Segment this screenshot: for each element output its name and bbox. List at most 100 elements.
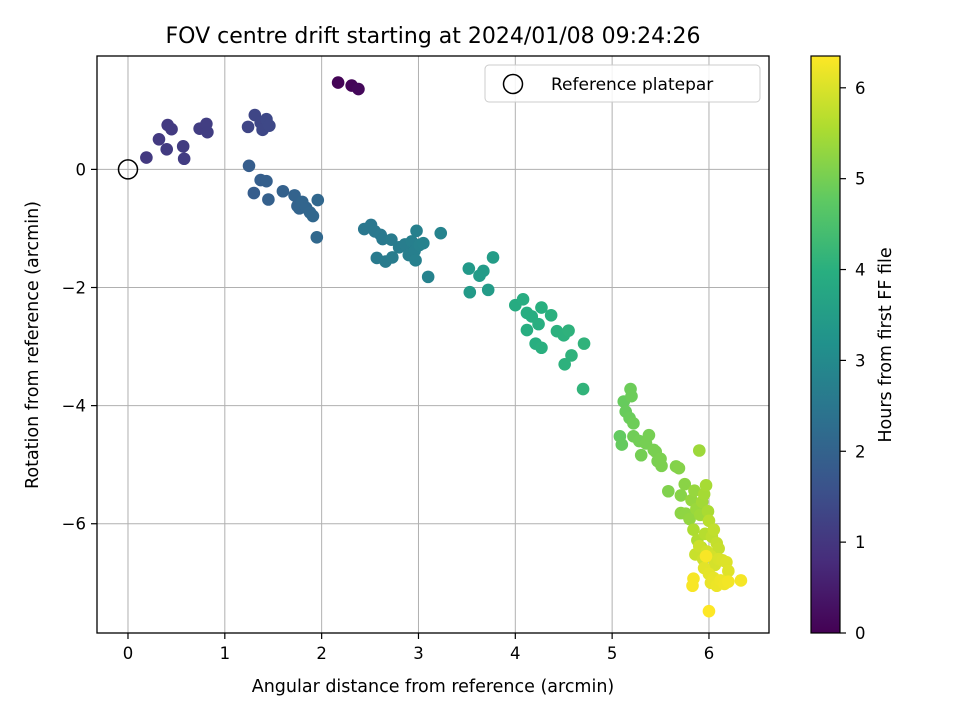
data-point bbox=[625, 389, 638, 403]
data-point bbox=[688, 484, 701, 497]
data-point bbox=[661, 484, 675, 498]
data-point bbox=[674, 489, 688, 502]
data-point bbox=[722, 575, 735, 588]
data-point bbox=[477, 264, 490, 278]
data-point bbox=[655, 459, 668, 473]
data-point bbox=[385, 233, 398, 246]
x-axis-ticks: 0 1 2 3 4 5 6 bbox=[123, 633, 714, 663]
data-point bbox=[558, 357, 571, 371]
data-point bbox=[683, 512, 696, 526]
colorbar bbox=[810, 55, 841, 634]
x-tick-label: 0 bbox=[123, 644, 134, 663]
data-point bbox=[712, 542, 725, 555]
colorbar-tick-label: 6 bbox=[855, 79, 866, 98]
data-point bbox=[486, 251, 500, 264]
x-tick-label: 2 bbox=[316, 644, 327, 663]
data-point bbox=[516, 293, 530, 306]
data-point bbox=[642, 428, 656, 442]
legend: Reference platepar bbox=[484, 64, 761, 103]
data-point bbox=[520, 323, 534, 337]
data-point bbox=[576, 382, 590, 396]
data-point bbox=[532, 317, 545, 331]
data-point bbox=[311, 193, 325, 207]
data-point bbox=[699, 549, 713, 563]
data-point bbox=[417, 236, 430, 250]
data-point bbox=[140, 151, 153, 164]
y-axis-label: Rotation from reference (arcmin) bbox=[23, 201, 43, 489]
colorbar-tick-label: 1 bbox=[855, 533, 866, 552]
x-tick-label: 5 bbox=[607, 644, 618, 663]
colorbar-tick-label: 4 bbox=[855, 261, 866, 280]
data-point bbox=[722, 564, 735, 578]
x-axis-label: Angular distance from reference (arcmin) bbox=[252, 677, 615, 697]
data-point bbox=[262, 193, 275, 206]
data-point bbox=[352, 82, 365, 96]
data-point bbox=[241, 120, 255, 134]
x-tick-label: 4 bbox=[510, 644, 521, 663]
y-tick-label: −6 bbox=[62, 515, 86, 534]
data-point bbox=[562, 324, 575, 337]
y-tick-label: 0 bbox=[76, 160, 87, 179]
data-point bbox=[481, 283, 495, 297]
data-point bbox=[152, 132, 166, 146]
data-point bbox=[678, 477, 692, 491]
data-point bbox=[263, 119, 276, 132]
data-point bbox=[672, 461, 686, 475]
colorbar-tick-label: 0 bbox=[855, 624, 866, 643]
data-point bbox=[176, 140, 190, 153]
data-point bbox=[535, 301, 548, 314]
data-point bbox=[577, 337, 591, 350]
data-point bbox=[160, 143, 174, 156]
y-tick-label: −4 bbox=[62, 397, 86, 416]
data-point bbox=[242, 159, 256, 173]
y-axis-ticks: 0 −2 −4 −6 bbox=[62, 160, 97, 534]
data-point bbox=[692, 444, 706, 457]
data-point bbox=[535, 341, 548, 355]
data-point bbox=[615, 438, 629, 451]
data-point bbox=[686, 579, 699, 593]
x-tick-label: 3 bbox=[413, 644, 424, 663]
y-tick-label: −2 bbox=[62, 279, 86, 298]
data-point bbox=[386, 251, 399, 264]
data-point bbox=[707, 523, 721, 536]
x-tick-label: 1 bbox=[220, 644, 231, 663]
data-point bbox=[699, 479, 713, 492]
reference-marker bbox=[117, 159, 139, 180]
data-point bbox=[306, 209, 320, 223]
data-point bbox=[276, 184, 290, 198]
colorbar-tick-label: 3 bbox=[855, 351, 866, 370]
data-point bbox=[462, 262, 476, 275]
data-point bbox=[687, 523, 700, 536]
data-point bbox=[247, 186, 261, 200]
data-point bbox=[627, 417, 640, 430]
data-point bbox=[463, 285, 477, 299]
legend-marker bbox=[502, 73, 524, 95]
data-point bbox=[409, 254, 422, 267]
chart-title: FOV centre drift starting at 2024/01/08 … bbox=[166, 24, 701, 49]
data-point bbox=[165, 122, 178, 136]
legend-entry: Reference platepar bbox=[551, 75, 713, 95]
data-point bbox=[201, 125, 214, 139]
data-point bbox=[702, 604, 716, 618]
data-point bbox=[565, 349, 578, 362]
data-point bbox=[310, 231, 324, 244]
colorbar-tick-label: 5 bbox=[855, 170, 866, 189]
data-point bbox=[734, 574, 748, 587]
colorbar-ticks: 0 1 2 3 4 5 6 bbox=[840, 79, 866, 643]
data-point bbox=[177, 152, 191, 166]
grid-lines bbox=[97, 56, 769, 633]
plot-frame bbox=[96, 55, 770, 634]
data-point bbox=[331, 76, 345, 89]
data-point bbox=[634, 448, 648, 462]
colorbar-label: Hours from first FF file bbox=[876, 247, 896, 442]
colorbar-tick-label: 2 bbox=[855, 442, 866, 461]
data-point bbox=[434, 226, 448, 240]
data-point bbox=[544, 308, 558, 322]
data-point bbox=[260, 174, 273, 188]
data-point bbox=[701, 505, 715, 518]
legend-box bbox=[484, 64, 761, 103]
x-tick-label: 6 bbox=[704, 644, 715, 663]
data-point bbox=[410, 224, 423, 238]
data-point bbox=[421, 270, 435, 284]
